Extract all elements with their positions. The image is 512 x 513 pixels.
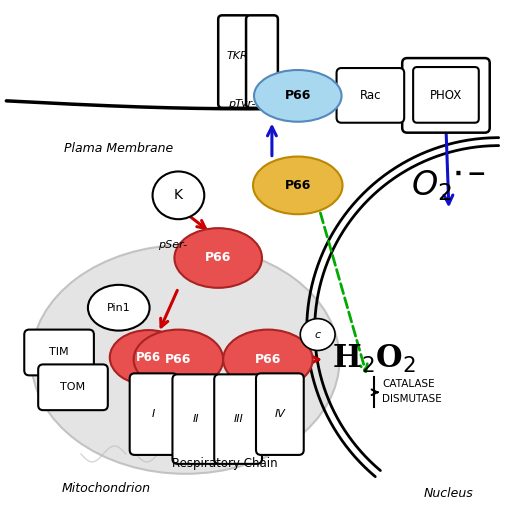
Ellipse shape <box>134 329 223 389</box>
Text: pTyr-: pTyr- <box>228 99 256 109</box>
FancyBboxPatch shape <box>218 15 250 108</box>
Ellipse shape <box>223 329 313 389</box>
Text: P66: P66 <box>165 353 191 366</box>
FancyBboxPatch shape <box>336 68 404 123</box>
FancyBboxPatch shape <box>24 329 94 376</box>
Text: Respiratory Chain: Respiratory Chain <box>173 458 278 470</box>
Text: IV: IV <box>274 409 285 419</box>
Ellipse shape <box>31 245 339 474</box>
FancyBboxPatch shape <box>38 364 108 410</box>
Ellipse shape <box>253 156 343 214</box>
Text: K: K <box>174 188 183 202</box>
FancyBboxPatch shape <box>130 373 178 455</box>
Text: TKR: TKR <box>226 51 248 61</box>
Text: CATALASE: CATALASE <box>382 379 435 389</box>
Text: Pin1: Pin1 <box>107 303 131 313</box>
FancyBboxPatch shape <box>214 374 262 464</box>
Text: P66: P66 <box>136 351 161 364</box>
FancyBboxPatch shape <box>413 67 479 123</box>
Text: Rac: Rac <box>359 89 381 103</box>
Text: TOM: TOM <box>60 382 86 392</box>
Ellipse shape <box>175 228 262 288</box>
Text: P66: P66 <box>205 251 231 265</box>
Text: H$_2$O$_2$: H$_2$O$_2$ <box>332 343 416 376</box>
Ellipse shape <box>300 319 335 350</box>
Text: c: c <box>314 329 321 340</box>
Text: Mitochondrion: Mitochondrion <box>61 482 151 495</box>
Text: II: II <box>193 414 200 424</box>
Text: Plama Membrane: Plama Membrane <box>64 142 174 155</box>
Ellipse shape <box>254 70 342 122</box>
Text: PHOX: PHOX <box>430 89 462 103</box>
Text: Nucleus: Nucleus <box>424 487 474 500</box>
Ellipse shape <box>88 285 150 330</box>
Text: pSer-: pSer- <box>158 240 187 250</box>
Text: DISMUTASE: DISMUTASE <box>382 394 442 404</box>
Ellipse shape <box>153 171 204 219</box>
FancyBboxPatch shape <box>402 58 489 133</box>
Text: P66: P66 <box>285 89 311 103</box>
FancyBboxPatch shape <box>256 373 304 455</box>
Text: P66: P66 <box>285 179 311 192</box>
FancyBboxPatch shape <box>173 374 220 464</box>
Text: III: III <box>233 414 243 424</box>
Ellipse shape <box>110 330 187 385</box>
Text: P66: P66 <box>255 353 281 366</box>
Text: I: I <box>152 409 155 419</box>
FancyBboxPatch shape <box>246 15 278 108</box>
Text: $\it{O_2}$$^{\bf{\cdot-}}$: $\it{O_2}$$^{\bf{\cdot-}}$ <box>412 168 486 203</box>
Text: TIM: TIM <box>49 347 69 358</box>
